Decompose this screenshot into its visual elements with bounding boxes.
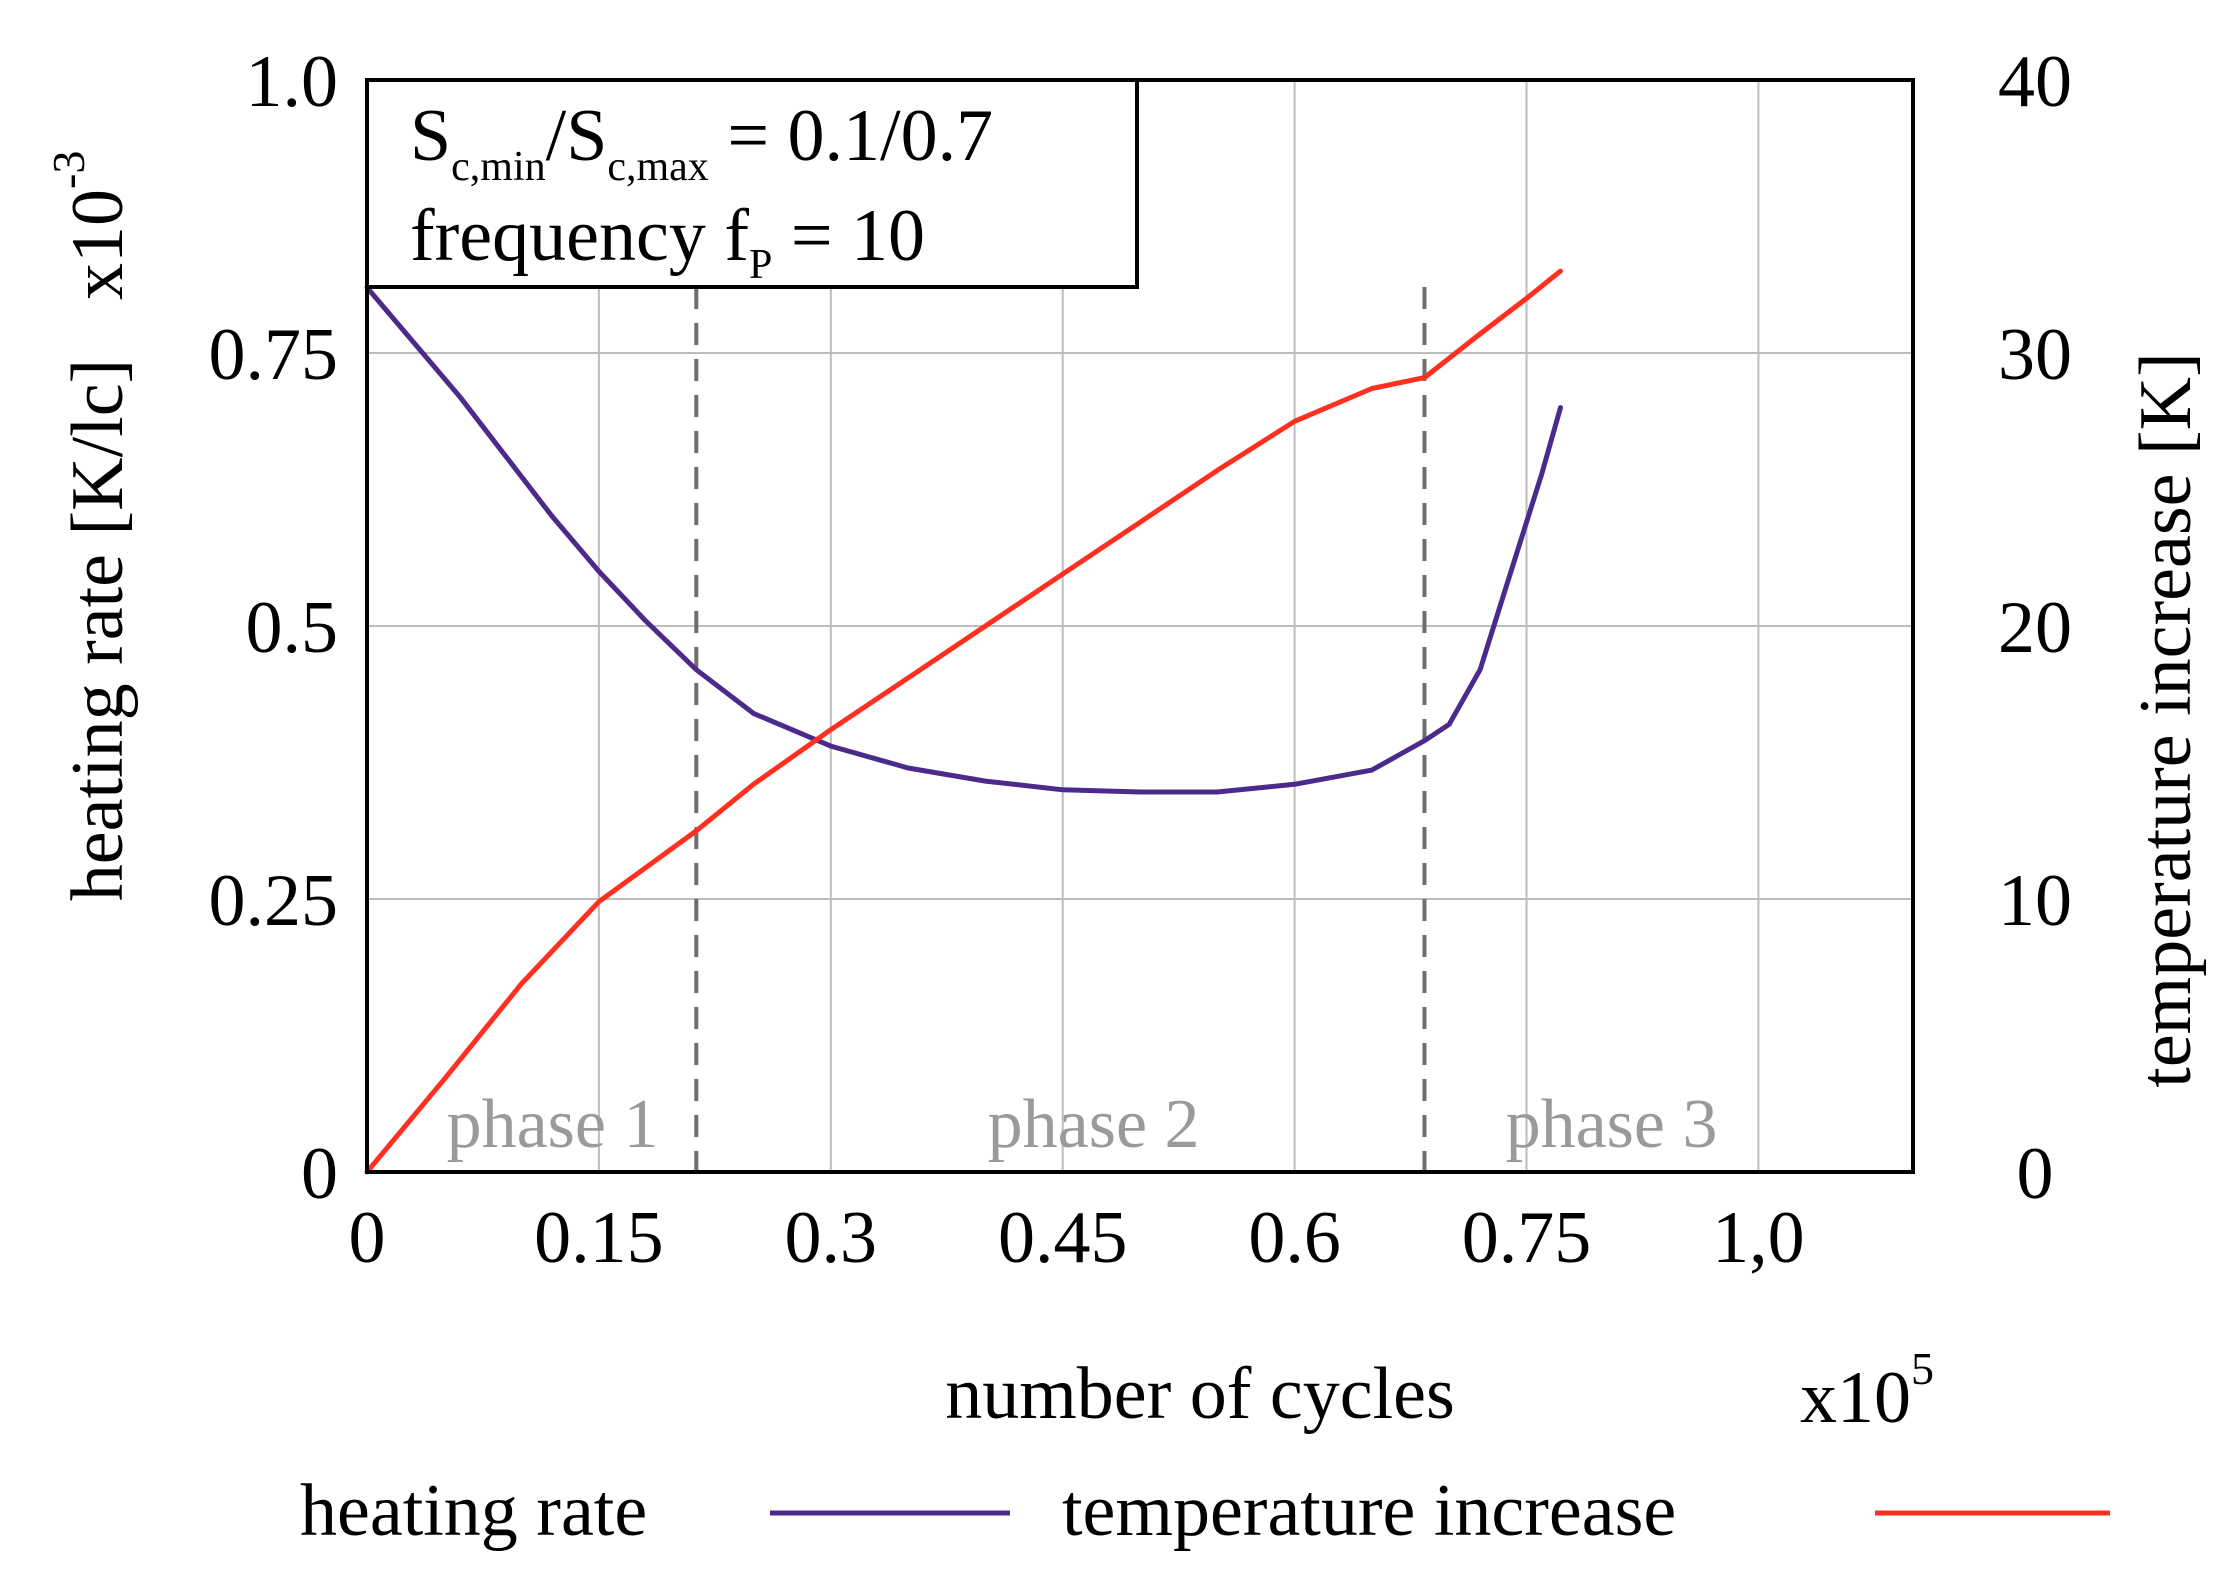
y-left-axis-multiplier: x10-3	[43, 151, 139, 300]
y-right-tick-label-0: 0	[2017, 1133, 2054, 1215]
x-tick-label-5: 0.75	[1462, 1197, 1592, 1279]
x-axis-title: number of cycles	[945, 1353, 1455, 1435]
x-tick-label-3: 0.45	[998, 1197, 1128, 1279]
x-tick-label-2: 0.3	[785, 1197, 878, 1279]
info-box: Sc,min/Sc,max = 0.1/0.7 frequency fP = 1…	[365, 78, 1139, 289]
y-left-tick-label-2: 0.5	[246, 587, 339, 669]
phase-markers: phase 1 phase 2 phase 3	[447, 287, 1718, 1172]
y-left-tick-label-0: 0	[301, 1133, 338, 1215]
y-right-tick-label-2: 20	[1998, 587, 2072, 669]
y-right-tick-label-1: 10	[1998, 860, 2072, 942]
y-left-tick-labels: 0 0.25 0.5 0.75 1.0	[209, 41, 339, 1215]
x-tick-label-1: 0.15	[534, 1197, 664, 1279]
legend-label-heating-rate: heating rate	[300, 1470, 647, 1552]
x-tick-label-0: 0	[349, 1197, 386, 1279]
frequency-label: frequency fP = 10	[410, 195, 925, 288]
phase-label-1: phase 1	[447, 1086, 659, 1163]
y-left-axis-title: heating rate [K/lc]	[57, 359, 139, 901]
x-tick-label-6: 1,0	[1712, 1197, 1805, 1279]
series-lines	[364, 268, 1563, 1175]
y-left-tick-label-3: 0.75	[209, 314, 339, 396]
x-axis-multiplier: x105	[1800, 1343, 1934, 1439]
phase-label-2: phase 2	[988, 1086, 1200, 1163]
ratio-label: Sc,min/Sc,max = 0.1/0.7	[410, 95, 993, 190]
x-tick-labels: 0 0.15 0.3 0.45 0.6 0.75 1,0	[349, 1197, 1805, 1279]
y-right-tick-label-4: 40	[1998, 41, 2072, 123]
y-right-tick-labels: 0 10 20 30 40	[1998, 41, 2072, 1215]
legend-label-temperature-increase: temperature increase	[1062, 1470, 1676, 1552]
phase-label-3: phase 3	[1506, 1086, 1718, 1163]
series-line-heating-rate	[364, 285, 1563, 795]
y-left-tick-label-1: 0.25	[209, 860, 339, 942]
series-line-temperature-increase	[364, 268, 1563, 1175]
y-right-axis-title: temperature increase [K]	[2125, 352, 2207, 1087]
y-right-tick-label-3: 30	[1998, 314, 2072, 396]
legend: heating rate temperature increase	[300, 1470, 2110, 1552]
y-left-tick-label-4: 1.0	[246, 41, 339, 123]
info-box-frame	[365, 78, 1139, 289]
plot-frame	[365, 78, 1915, 1174]
x-tick-label-4: 0.6	[1248, 1197, 1341, 1279]
